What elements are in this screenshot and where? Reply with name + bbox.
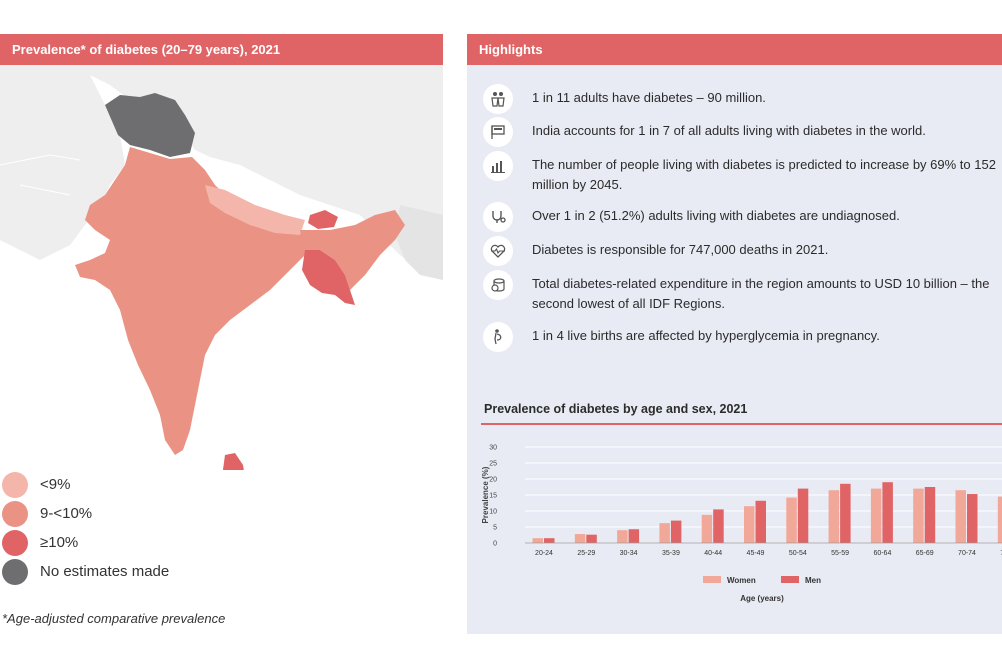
bar-men	[840, 483, 851, 543]
region-sri-lanka	[222, 453, 244, 470]
prevalence-bar-chart: 0 5 10 15 20 25 30 Prevalence (%) 20-24 25-29 30-3…	[481, 445, 1002, 603]
highlight-text: India accounts for 1 in 7 of all adults …	[532, 123, 926, 138]
coins-icon	[483, 270, 513, 300]
y-tick-label: 0	[493, 541, 497, 548]
bar-women	[955, 490, 966, 543]
legend-label: ≥10%	[40, 534, 79, 551]
y-tick-label: 15	[489, 493, 497, 500]
region-nepal	[205, 185, 305, 235]
bar-women	[617, 530, 628, 543]
x-tick-label: 40-44	[704, 550, 722, 557]
bar-men	[628, 529, 640, 543]
highlights-panel: 1 in 11 adults have diabetes – 90 millio…	[467, 65, 1002, 634]
bar-men	[586, 534, 597, 543]
highlight-text: Total diabetes-related expenditure in th…	[532, 276, 990, 311]
bar-women	[574, 534, 586, 543]
highlights-title: Highlights	[467, 34, 1002, 65]
flag-icon	[483, 117, 513, 147]
bar-women	[659, 523, 670, 543]
bar-men	[670, 520, 682, 543]
stethoscope-icon	[483, 202, 513, 232]
region-no-estimates	[105, 93, 195, 157]
map-footnote: *Age-adjusted comparative prevalence	[2, 611, 226, 626]
neighbor-land	[0, 65, 443, 275]
highlight-text: The number of people living with diabete…	[532, 157, 996, 192]
bar-men	[967, 494, 978, 543]
chart-title-rule	[481, 423, 1002, 425]
x-tick-label: 30-34	[620, 550, 638, 557]
legend-label: <9%	[40, 476, 71, 493]
bar-women	[744, 506, 755, 543]
x-tick-label: 75-79	[1000, 550, 1002, 557]
map-panel-title: Prevalence* of diabetes (20–79 years), 2…	[0, 34, 443, 65]
legend-swatch-women	[703, 576, 721, 583]
y-tick-label: 5	[493, 525, 497, 532]
x-tick-label: 50-54	[789, 550, 807, 557]
legend-label: 9-<10%	[40, 505, 93, 522]
highlight-text: 1 in 4 live births are affected by hyper…	[532, 328, 880, 343]
bar-men	[713, 509, 724, 543]
y-tick-label: 20	[489, 477, 497, 484]
bar-women	[997, 496, 1002, 543]
legend-label-women: Women	[727, 576, 756, 585]
x-tick-label: 25-29	[577, 550, 595, 557]
bar-women	[532, 538, 543, 543]
region-bhutan	[308, 210, 338, 229]
bar-women	[870, 488, 882, 543]
bar-women	[913, 488, 924, 543]
bar-men	[924, 487, 936, 543]
bar-women	[828, 490, 840, 543]
x-tick-label: 35-39	[662, 550, 680, 557]
bar-men	[544, 538, 555, 543]
bar-chart-icon	[483, 151, 513, 181]
legend-swatch	[2, 472, 28, 498]
bar-men	[797, 488, 809, 543]
bar-men	[882, 482, 893, 543]
y-tick-label: 30	[489, 445, 497, 452]
legend-label: No estimates made	[40, 563, 170, 580]
y-axis-label: Prevalence (%)	[481, 466, 490, 523]
legend-swatch-men	[781, 576, 799, 583]
highlight-text: Diabetes is responsible for 747,000 deat…	[532, 242, 829, 257]
x-tick-label: 60-64	[873, 550, 891, 557]
india-region-map	[0, 65, 443, 470]
y-tick-label: 10	[489, 509, 497, 516]
x-tick-label: 45-49	[747, 550, 765, 557]
region-bangladesh	[302, 250, 355, 305]
legend-label-men: Men	[805, 576, 821, 585]
highlight-text: Over 1 in 2 (51.2%) adults living with d…	[532, 208, 900, 223]
bar-women	[786, 497, 797, 543]
bar-men	[755, 500, 766, 543]
neighbor-land-east	[395, 205, 443, 280]
highlight-text: 1 in 11 adults have diabetes – 90 millio…	[532, 90, 766, 105]
x-tick-label: 70-74	[958, 550, 976, 557]
x-tick-label: 20-24	[535, 550, 553, 557]
chart-title: Prevalence of diabetes by age and sex, 2…	[484, 402, 748, 416]
bar-women	[701, 514, 713, 543]
legend-swatch	[2, 530, 28, 556]
x-tick-label: 65-69	[916, 550, 934, 557]
x-axis-label: Age (years)	[740, 594, 784, 603]
region-ne-india	[300, 210, 405, 290]
region-india	[75, 147, 310, 455]
legend-swatch	[2, 501, 28, 527]
region-map-svg	[0, 65, 443, 470]
x-tick-label: 55-59	[831, 550, 849, 557]
people-icon	[483, 84, 513, 114]
pregnancy-icon	[483, 322, 513, 352]
heartbeat-icon	[483, 236, 513, 266]
legend-swatch	[2, 559, 28, 585]
y-tick-label: 25	[489, 461, 497, 468]
